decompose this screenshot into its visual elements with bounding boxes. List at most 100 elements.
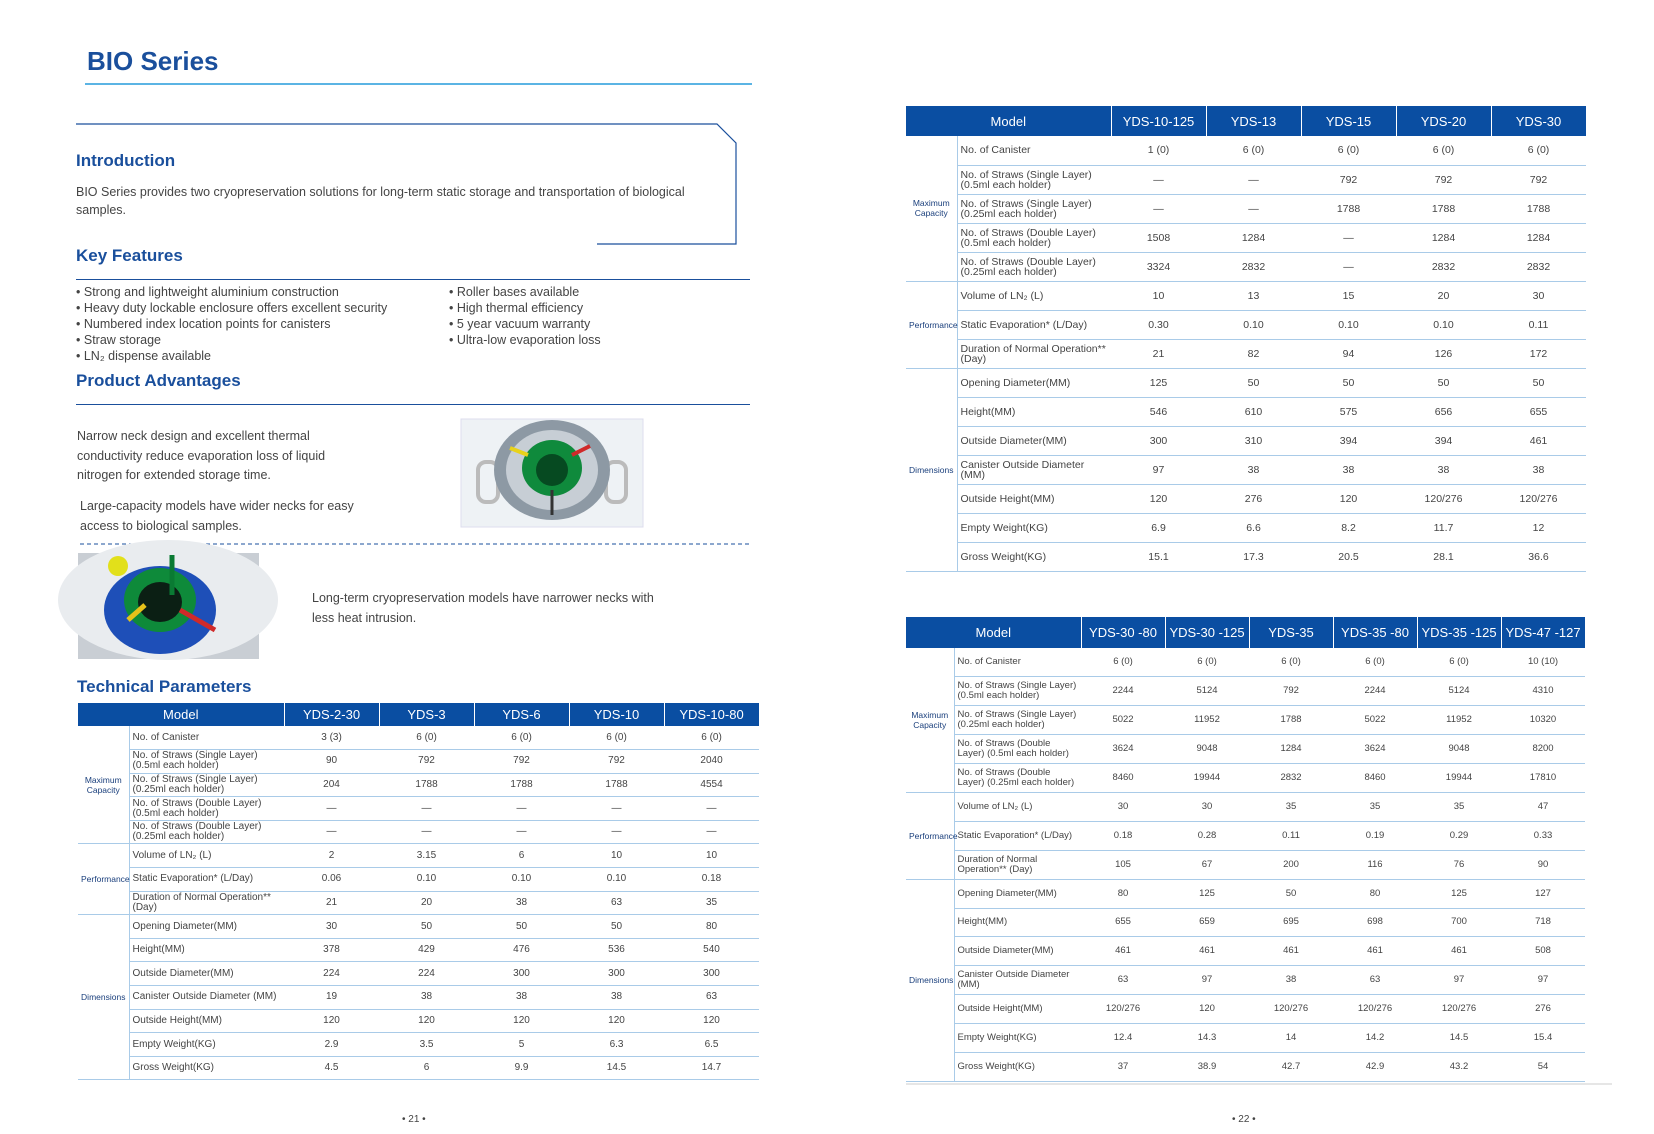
value-cell: 42.9: [1333, 1052, 1418, 1082]
spec-row: No. of Straws (Double Layer) (0.25ml eac…: [906, 252, 1587, 282]
value-cell: 1788: [569, 773, 665, 798]
spec-row: Empty Weight(KG) 6.9 6.6 8.2 11.7 12: [906, 513, 1587, 543]
value-cell: 38: [569, 985, 665, 1010]
value-cell: 2832: [1491, 252, 1587, 282]
value-cell: 125: [1165, 879, 1250, 909]
value-cell: 30: [284, 914, 380, 939]
row-label: Duration of Normal Operation** (Day): [957, 339, 1112, 369]
value-cell: 38: [379, 985, 475, 1010]
row-label: Height(MM): [957, 397, 1112, 427]
row-label: No. of Canister: [129, 726, 285, 751]
feature-list: Roller bases availableHigh thermal effic…: [449, 284, 749, 348]
feature-item: 5 year vacuum warranty: [449, 316, 749, 332]
value-cell: 461: [1249, 936, 1334, 967]
value-cell: 50: [569, 914, 665, 939]
row-label: Canister Outside Diameter (MM): [957, 455, 1112, 485]
value-cell: 1284: [1206, 223, 1302, 253]
value-cell: 5: [474, 1032, 570, 1057]
value-cell: 120/276: [1417, 994, 1502, 1025]
value-cell: 50: [1249, 879, 1334, 909]
value-cell: —: [1206, 165, 1302, 195]
value-cell: 461: [1333, 936, 1418, 967]
value-cell: 0.33: [1501, 821, 1586, 851]
value-cell: —: [379, 820, 475, 845]
value-cell: 127: [1501, 879, 1586, 909]
model-header: YDS-30 -80: [1081, 617, 1166, 648]
header-row: Model YDS-2-30 YDS-3 YDS-6 YDS-10 YDS-10-80: [78, 703, 760, 726]
value-cell: 655: [1491, 397, 1587, 427]
value-cell: 610: [1206, 397, 1302, 427]
value-cell: 20: [1396, 281, 1492, 311]
rule: [76, 279, 750, 280]
group-label: Dimensions: [906, 368, 958, 572]
row-label: Opening Diameter(MM): [954, 879, 1082, 909]
value-cell: 6 (0): [1301, 136, 1397, 166]
row-label: Outside Diameter(MM): [129, 961, 285, 987]
value-cell: 4554: [664, 773, 760, 798]
row-label: Canister Outside Diameter (MM): [129, 985, 285, 1010]
value-cell: 5022: [1333, 705, 1418, 736]
spec-row: Empty Weight(KG) 12.4 14.3 14 14.2 14.5 15.4: [906, 1023, 1586, 1053]
value-cell: 90: [1501, 850, 1586, 880]
value-cell: 300: [1111, 426, 1207, 456]
value-cell: 2: [284, 843, 380, 869]
spec-row: Performance Volume of LN₂ (L) 2 3.15 6 10 10: [78, 843, 760, 916]
value-cell: 97: [1165, 965, 1250, 996]
value-cell: 10: [569, 843, 665, 869]
value-cell: 378: [284, 938, 380, 963]
value-cell: —: [1301, 252, 1397, 282]
group-label: Performance: [906, 792, 958, 880]
value-cell: 15: [1301, 281, 1397, 311]
value-cell: 6 (0): [1333, 648, 1418, 678]
value-cell: 35: [1249, 792, 1334, 822]
value-cell: 792: [569, 749, 665, 774]
row-label: Static Evaporation* (L/Day): [957, 310, 1112, 340]
value-cell: 0.28: [1165, 821, 1250, 851]
value-cell: 1 (0): [1111, 136, 1207, 166]
spec-row: Maximum Capacity No. of Canister 3 (3) 6 (0…: [78, 726, 760, 845]
spec-row: Outside Diameter(MM) 300 310 394 394 461: [906, 426, 1587, 456]
spec-row: Height(MM) 655 659 695 698 700 718: [906, 908, 1586, 938]
value-cell: 6.5: [664, 1032, 760, 1057]
value-cell: 224: [284, 961, 380, 987]
value-cell: 6 (0): [1491, 136, 1587, 166]
value-cell: 97: [1417, 965, 1502, 996]
value-cell: 0.19: [1333, 821, 1418, 851]
row-label: No. of Straws (Double Layer) (0.25ml eac…: [954, 763, 1082, 793]
value-cell: 67: [1165, 850, 1250, 880]
value-cell: 50: [1206, 368, 1302, 398]
value-cell: 14.7: [664, 1056, 760, 1081]
value-cell: 695: [1249, 908, 1334, 938]
value-cell: 2040: [664, 749, 760, 774]
value-cell: 0.06: [284, 867, 380, 892]
value-cell: 792: [1249, 676, 1334, 707]
header-row: Model YDS-10-125 YDS-13 YDS-15 YDS-20 YDS-30: [906, 106, 1587, 136]
spec-row: Dimensions Opening Diameter(MM) 30 50 50 50 80: [78, 914, 760, 1081]
value-cell: 116: [1333, 850, 1418, 880]
feature-item: Numbered index location points for canis…: [76, 316, 436, 332]
value-cell: 3624: [1081, 734, 1166, 765]
value-cell: 508: [1501, 936, 1586, 967]
spec-row: Performance Volume of LN₂ (L) 30 30 35 35 35 47: [906, 792, 1586, 880]
value-cell: 1284: [1396, 223, 1492, 253]
model-header: YDS-10-80: [664, 703, 760, 726]
value-cell: 120/276: [1081, 994, 1166, 1025]
value-cell: 10: [664, 843, 760, 869]
row-label: Empty Weight(KG): [957, 513, 1112, 543]
feature-item: Roller bases available: [449, 284, 749, 300]
value-cell: 9.9: [474, 1056, 570, 1081]
model-header: YDS-35 -80: [1333, 617, 1418, 648]
model-header: YDS-3: [379, 703, 475, 726]
model-header: YDS-2-30: [284, 703, 380, 726]
value-cell: 50: [1301, 368, 1397, 398]
value-cell: 50: [474, 914, 570, 939]
model-header: YDS-20: [1396, 106, 1492, 136]
value-cell: 0.18: [1081, 821, 1166, 851]
value-cell: 1788: [1491, 194, 1587, 224]
rule: [76, 404, 750, 405]
value-cell: 6: [474, 843, 570, 869]
spec-row: No. of Straws (Single Layer) (0.5ml each…: [906, 676, 1586, 707]
value-cell: 655: [1081, 908, 1166, 938]
value-cell: 8460: [1081, 763, 1166, 793]
